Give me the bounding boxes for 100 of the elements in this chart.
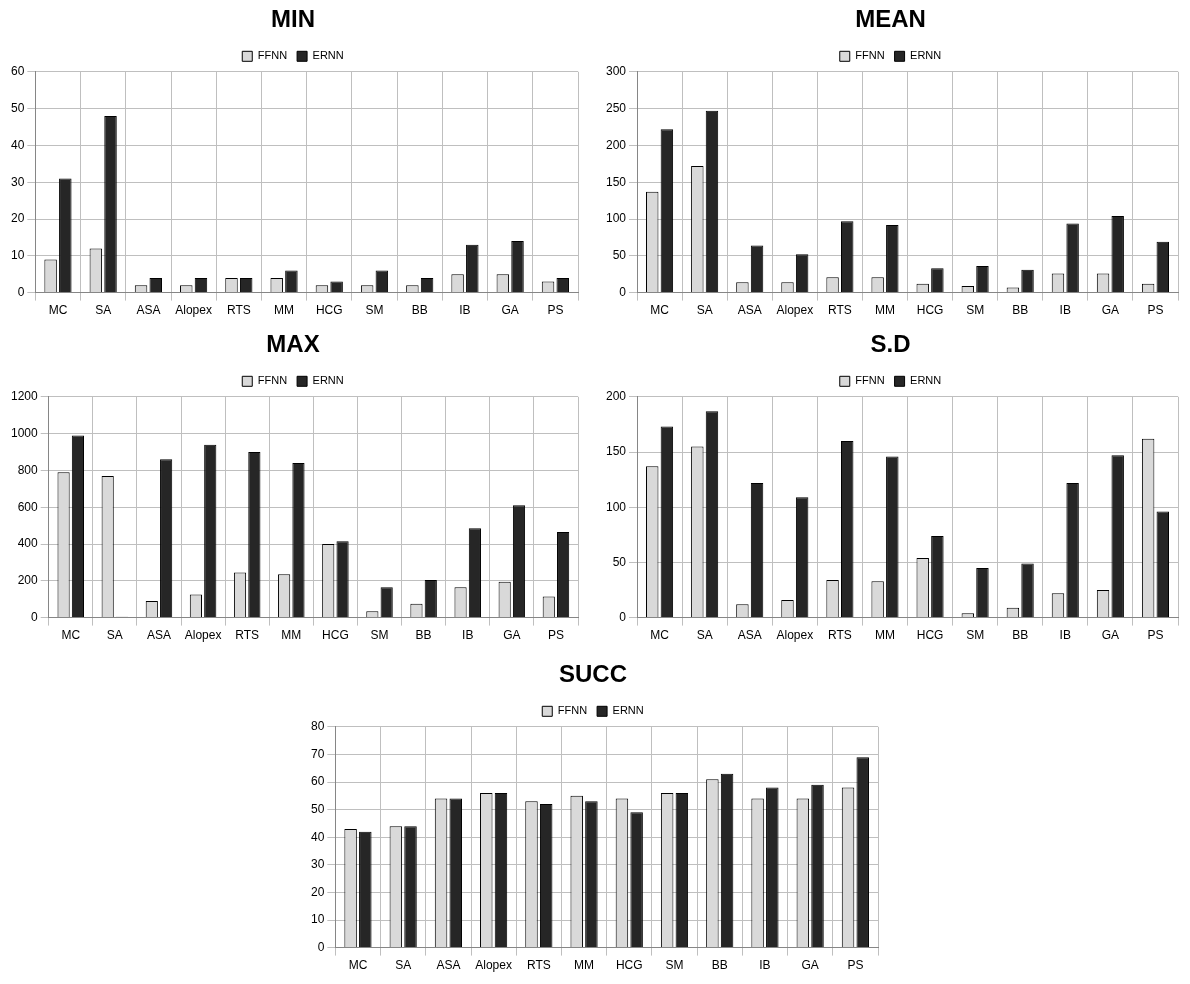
- chart-title: MEAN: [855, 5, 926, 33]
- x-tick-label: Alopex: [776, 303, 814, 318]
- x-tick-label: ASA: [737, 303, 762, 318]
- legend-label: FFNN: [257, 49, 288, 62]
- y-tick-label: 200: [605, 389, 627, 404]
- x-tick-label: MM: [874, 303, 895, 318]
- x-tick-label: PS: [547, 303, 564, 318]
- x-tick-label: Alopex: [475, 958, 512, 973]
- y-tick-label: 600: [17, 499, 39, 514]
- y-tick-label: 400: [17, 536, 39, 551]
- y-tick-label: 250: [605, 100, 627, 115]
- y-tick-label: 50: [10, 100, 25, 115]
- chart-title: MAX: [266, 330, 320, 358]
- x-tick-label: MM: [874, 628, 895, 643]
- x-tick-label: PS: [547, 628, 564, 643]
- x-tick-label: HCG: [916, 303, 944, 318]
- x-tick-label: GA: [1101, 303, 1120, 318]
- x-tick-label: MC: [348, 958, 368, 973]
- y-tick-label: 0: [619, 284, 627, 299]
- x-tick-label: SA: [696, 628, 713, 643]
- legend-label: FFNN: [855, 49, 885, 62]
- x-tick-label: IB: [462, 628, 474, 643]
- legend-label: ERNN: [910, 374, 942, 387]
- x-tick-label: SM: [365, 303, 384, 318]
- legend-label: ERNN: [312, 374, 344, 387]
- y-tick-label: 80: [310, 719, 325, 734]
- y-tick-label: 1200: [10, 389, 39, 404]
- legend-label: FFNN: [557, 704, 588, 717]
- y-tick-label: 40: [10, 137, 25, 152]
- x-tick-label: Alopex: [175, 303, 212, 318]
- x-tick-label: SA: [106, 628, 123, 643]
- x-tick-label: GA: [503, 628, 521, 643]
- x-tick-label: SM: [966, 628, 985, 643]
- y-tick-label: 20: [10, 211, 25, 226]
- y-tick-label: 30: [10, 174, 25, 189]
- x-tick-label: ASA: [146, 628, 171, 643]
- x-tick-label: Alopex: [776, 628, 814, 643]
- y-tick-label: 10: [310, 912, 325, 927]
- x-tick-label: BB: [1012, 303, 1029, 318]
- x-tick-label: GA: [1101, 628, 1120, 643]
- x-tick-label: GA: [501, 303, 519, 318]
- x-tick-label: IB: [759, 958, 771, 973]
- x-tick-label: BB: [711, 958, 728, 973]
- x-tick-label: BB: [415, 628, 432, 643]
- y-tick-label: 200: [605, 137, 627, 152]
- chart-title: S.D: [870, 330, 911, 358]
- x-tick-label: ASA: [737, 628, 762, 643]
- y-tick-label: 1000: [10, 425, 39, 440]
- x-tick-label: RTS: [235, 628, 260, 643]
- legend-label: ERNN: [910, 49, 942, 62]
- chart-title: MIN: [271, 5, 315, 33]
- x-tick-label: MC: [61, 628, 81, 643]
- x-tick-label: RTS: [526, 958, 551, 973]
- y-tick-label: 50: [612, 248, 627, 263]
- x-tick-label: MM: [574, 958, 595, 973]
- y-tick-label: 30: [310, 857, 325, 872]
- x-tick-label: ASA: [436, 958, 461, 973]
- y-tick-label: 60: [10, 64, 25, 79]
- x-tick-label: BB: [1012, 628, 1029, 643]
- y-tick-label: 40: [310, 829, 325, 844]
- x-tick-label: SM: [370, 628, 389, 643]
- x-tick-label: HCG: [615, 958, 643, 973]
- x-tick-label: MC: [650, 303, 670, 318]
- x-tick-label: RTS: [827, 628, 852, 643]
- x-tick-label: MC: [48, 303, 68, 318]
- chart-title: SUCC: [558, 660, 628, 688]
- x-tick-label: SA: [395, 958, 412, 973]
- y-tick-label: 70: [310, 746, 325, 761]
- y-tick-label: 300: [605, 64, 627, 79]
- y-tick-label: 200: [17, 573, 39, 588]
- x-tick-label: PS: [1147, 628, 1164, 643]
- y-tick-label: 50: [612, 554, 627, 569]
- y-tick-label: 0: [17, 284, 25, 299]
- x-tick-label: SM: [966, 303, 985, 318]
- x-tick-label: SA: [95, 303, 112, 318]
- x-tick-label: HCG: [916, 628, 944, 643]
- y-tick-label: 100: [605, 499, 627, 514]
- x-tick-label: PS: [847, 958, 864, 973]
- x-tick-label: MM: [274, 303, 295, 318]
- y-tick-label: 150: [605, 444, 627, 459]
- x-tick-label: IB: [1059, 303, 1071, 318]
- x-tick-label: IB: [459, 303, 471, 318]
- y-tick-label: 60: [310, 774, 325, 789]
- x-tick-label: Alopex: [184, 628, 222, 643]
- x-tick-label: MC: [650, 628, 670, 643]
- y-tick-label: 0: [619, 609, 627, 624]
- y-tick-label: 10: [10, 248, 25, 263]
- y-tick-label: 50: [310, 801, 325, 816]
- x-tick-label: IB: [1059, 628, 1071, 643]
- x-tick-label: RTS: [226, 303, 251, 318]
- x-tick-label: GA: [801, 958, 819, 973]
- y-tick-label: 100: [605, 211, 627, 226]
- legend-label: FFNN: [855, 374, 885, 387]
- y-tick-label: 0: [31, 609, 39, 624]
- legend-label: ERNN: [612, 704, 644, 717]
- y-tick-label: 150: [605, 174, 627, 189]
- x-tick-label: HCG: [315, 303, 343, 318]
- y-tick-label: 20: [310, 884, 325, 899]
- y-tick-label: 800: [17, 462, 39, 477]
- x-tick-label: MM: [281, 628, 302, 643]
